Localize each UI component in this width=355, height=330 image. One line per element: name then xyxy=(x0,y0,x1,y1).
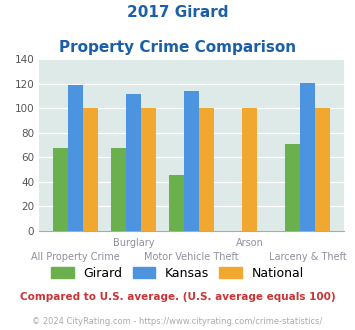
Bar xyxy=(68,85,83,231)
Text: 2017 Girard: 2017 Girard xyxy=(127,5,228,20)
Text: Compared to U.S. average. (U.S. average equals 100): Compared to U.S. average. (U.S. average … xyxy=(20,292,335,302)
Text: Property Crime Comparison: Property Crime Comparison xyxy=(59,40,296,54)
Text: Larceny & Theft: Larceny & Theft xyxy=(269,251,347,262)
Text: Arson: Arson xyxy=(236,238,264,248)
Bar xyxy=(199,109,214,231)
Bar xyxy=(141,109,156,231)
Text: © 2024 CityRating.com - https://www.cityrating.com/crime-statistics/: © 2024 CityRating.com - https://www.city… xyxy=(32,317,323,326)
Bar xyxy=(53,148,68,231)
Bar xyxy=(242,109,257,231)
Text: Motor Vehicle Theft: Motor Vehicle Theft xyxy=(144,251,239,262)
Legend: Girard, Kansas, National: Girard, Kansas, National xyxy=(46,262,309,285)
Bar xyxy=(184,91,199,231)
Bar xyxy=(83,109,98,231)
Bar xyxy=(300,83,315,231)
Text: All Property Crime: All Property Crime xyxy=(31,251,120,262)
Bar xyxy=(315,109,331,231)
Text: Burglary: Burglary xyxy=(113,238,154,248)
Bar xyxy=(169,175,184,231)
Bar xyxy=(285,144,300,231)
Bar xyxy=(126,94,141,231)
Bar xyxy=(111,148,126,231)
